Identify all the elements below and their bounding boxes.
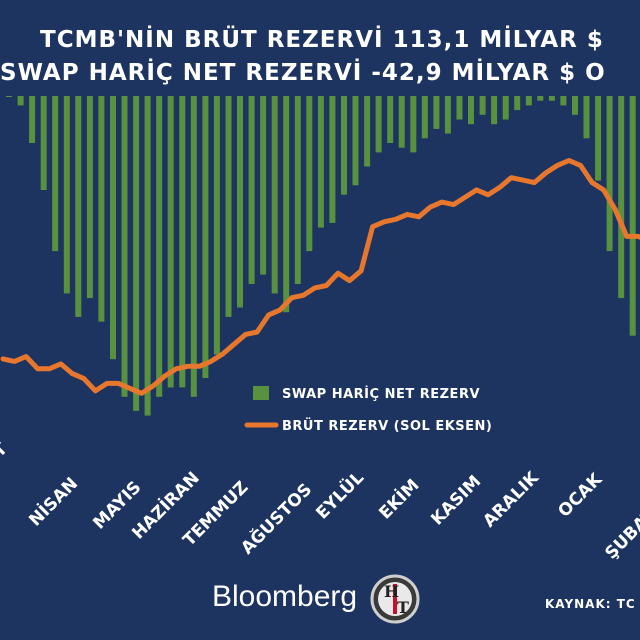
net-reserve-bar xyxy=(75,96,82,317)
net-reserve-bar xyxy=(329,96,336,223)
net-reserve-bar xyxy=(133,96,140,411)
net-reserve-bar xyxy=(29,96,36,143)
net-reserve-bar xyxy=(237,96,243,308)
net-reserve-bar xyxy=(560,96,567,106)
net-reserve-bar xyxy=(629,96,636,336)
net-reserve-bar xyxy=(6,96,12,97)
net-reserve-bar xyxy=(179,96,186,388)
net-reserve-bar xyxy=(306,96,313,252)
net-reserve-bar xyxy=(260,96,267,275)
net-reserve-bar xyxy=(514,96,521,111)
net-reserve-bar xyxy=(491,96,498,125)
net-reserve-bar xyxy=(317,96,324,228)
gross-reserve-line xyxy=(0,158,640,396)
net-reserve-bar xyxy=(572,96,578,115)
net-reserve-bar xyxy=(283,96,290,313)
net-reserve-bar xyxy=(595,96,602,181)
net-reserve-bar xyxy=(167,96,174,388)
net-reserve-bar xyxy=(144,96,151,416)
ht-logo-h: H xyxy=(384,582,399,601)
bloomberg-brand: Bloomberg xyxy=(212,580,357,613)
net-reserve-bar xyxy=(341,96,347,195)
net-reserve-bar xyxy=(525,96,532,106)
net-reserve-bar xyxy=(156,96,163,397)
net-reserve-bar xyxy=(537,96,544,101)
net-reserve-bar xyxy=(110,96,116,360)
net-reserve-bar xyxy=(52,96,59,252)
net-reserve-bar xyxy=(271,96,278,294)
net-reserve-bar xyxy=(456,96,463,120)
chart-title-line-2: SWAP HARİÇ NET REZERVİ -42,9 MİLYAR $ O xyxy=(0,58,606,86)
net-reserve-bar xyxy=(606,96,613,252)
net-reserve-bar xyxy=(583,96,590,139)
net-reserve-bar xyxy=(190,96,197,397)
net-reserve-bar xyxy=(375,96,382,153)
ht-logo: H T xyxy=(370,574,420,624)
net-reserve-bar xyxy=(548,96,555,101)
net-reserve-bar xyxy=(468,96,474,125)
net-reserve-bar xyxy=(17,96,24,106)
legend-label-gross-reserve: BRÜT REZERV (SOL EKSEN) xyxy=(282,418,492,434)
net-reserve-bar xyxy=(202,96,209,378)
chart-title-line-1: TCMB'NİN BRÜT REZERVİ 113,1 MİLYAR $ xyxy=(40,25,604,53)
net-reserve-bar xyxy=(502,96,509,120)
net-reserve-bar xyxy=(40,96,47,190)
legend: SWAP HARİÇ NET REZERV BRÜT REZERV (SOL E… xyxy=(244,386,492,434)
net-reserve-bar xyxy=(98,96,105,322)
net-reserve-bar xyxy=(387,96,394,143)
net-reserve-bar xyxy=(398,96,405,148)
net-reserve-bar xyxy=(352,96,359,186)
legend-label-net-reserve: SWAP HARİÇ NET REZERV xyxy=(282,386,480,402)
net-reserve-bar xyxy=(86,96,93,299)
net-reserve-bar xyxy=(225,96,232,317)
ht-logo-t: T xyxy=(397,598,409,617)
net-reserve-bar xyxy=(213,96,220,355)
net-reserve-bar xyxy=(618,96,625,299)
net-reserve-bar xyxy=(294,96,301,284)
net-reserve-bar xyxy=(479,96,486,115)
ht-logo-bar xyxy=(393,584,397,614)
net-reserve-bar xyxy=(444,96,451,134)
source-label: KAYNAK: TC xyxy=(545,597,636,611)
net-reserve-bar xyxy=(410,96,417,153)
net-reserve-bar xyxy=(421,96,428,139)
net-reserve-bar xyxy=(121,96,128,397)
net-reserve-bar xyxy=(433,96,440,129)
net-reserve-bar xyxy=(63,96,70,294)
net-reserve-bar xyxy=(364,96,371,167)
net-reserve-bars xyxy=(6,96,636,416)
legend-bar-swatch xyxy=(253,386,269,400)
gross-reserve-line-layer xyxy=(0,158,640,396)
net-reserve-bar xyxy=(248,96,255,284)
